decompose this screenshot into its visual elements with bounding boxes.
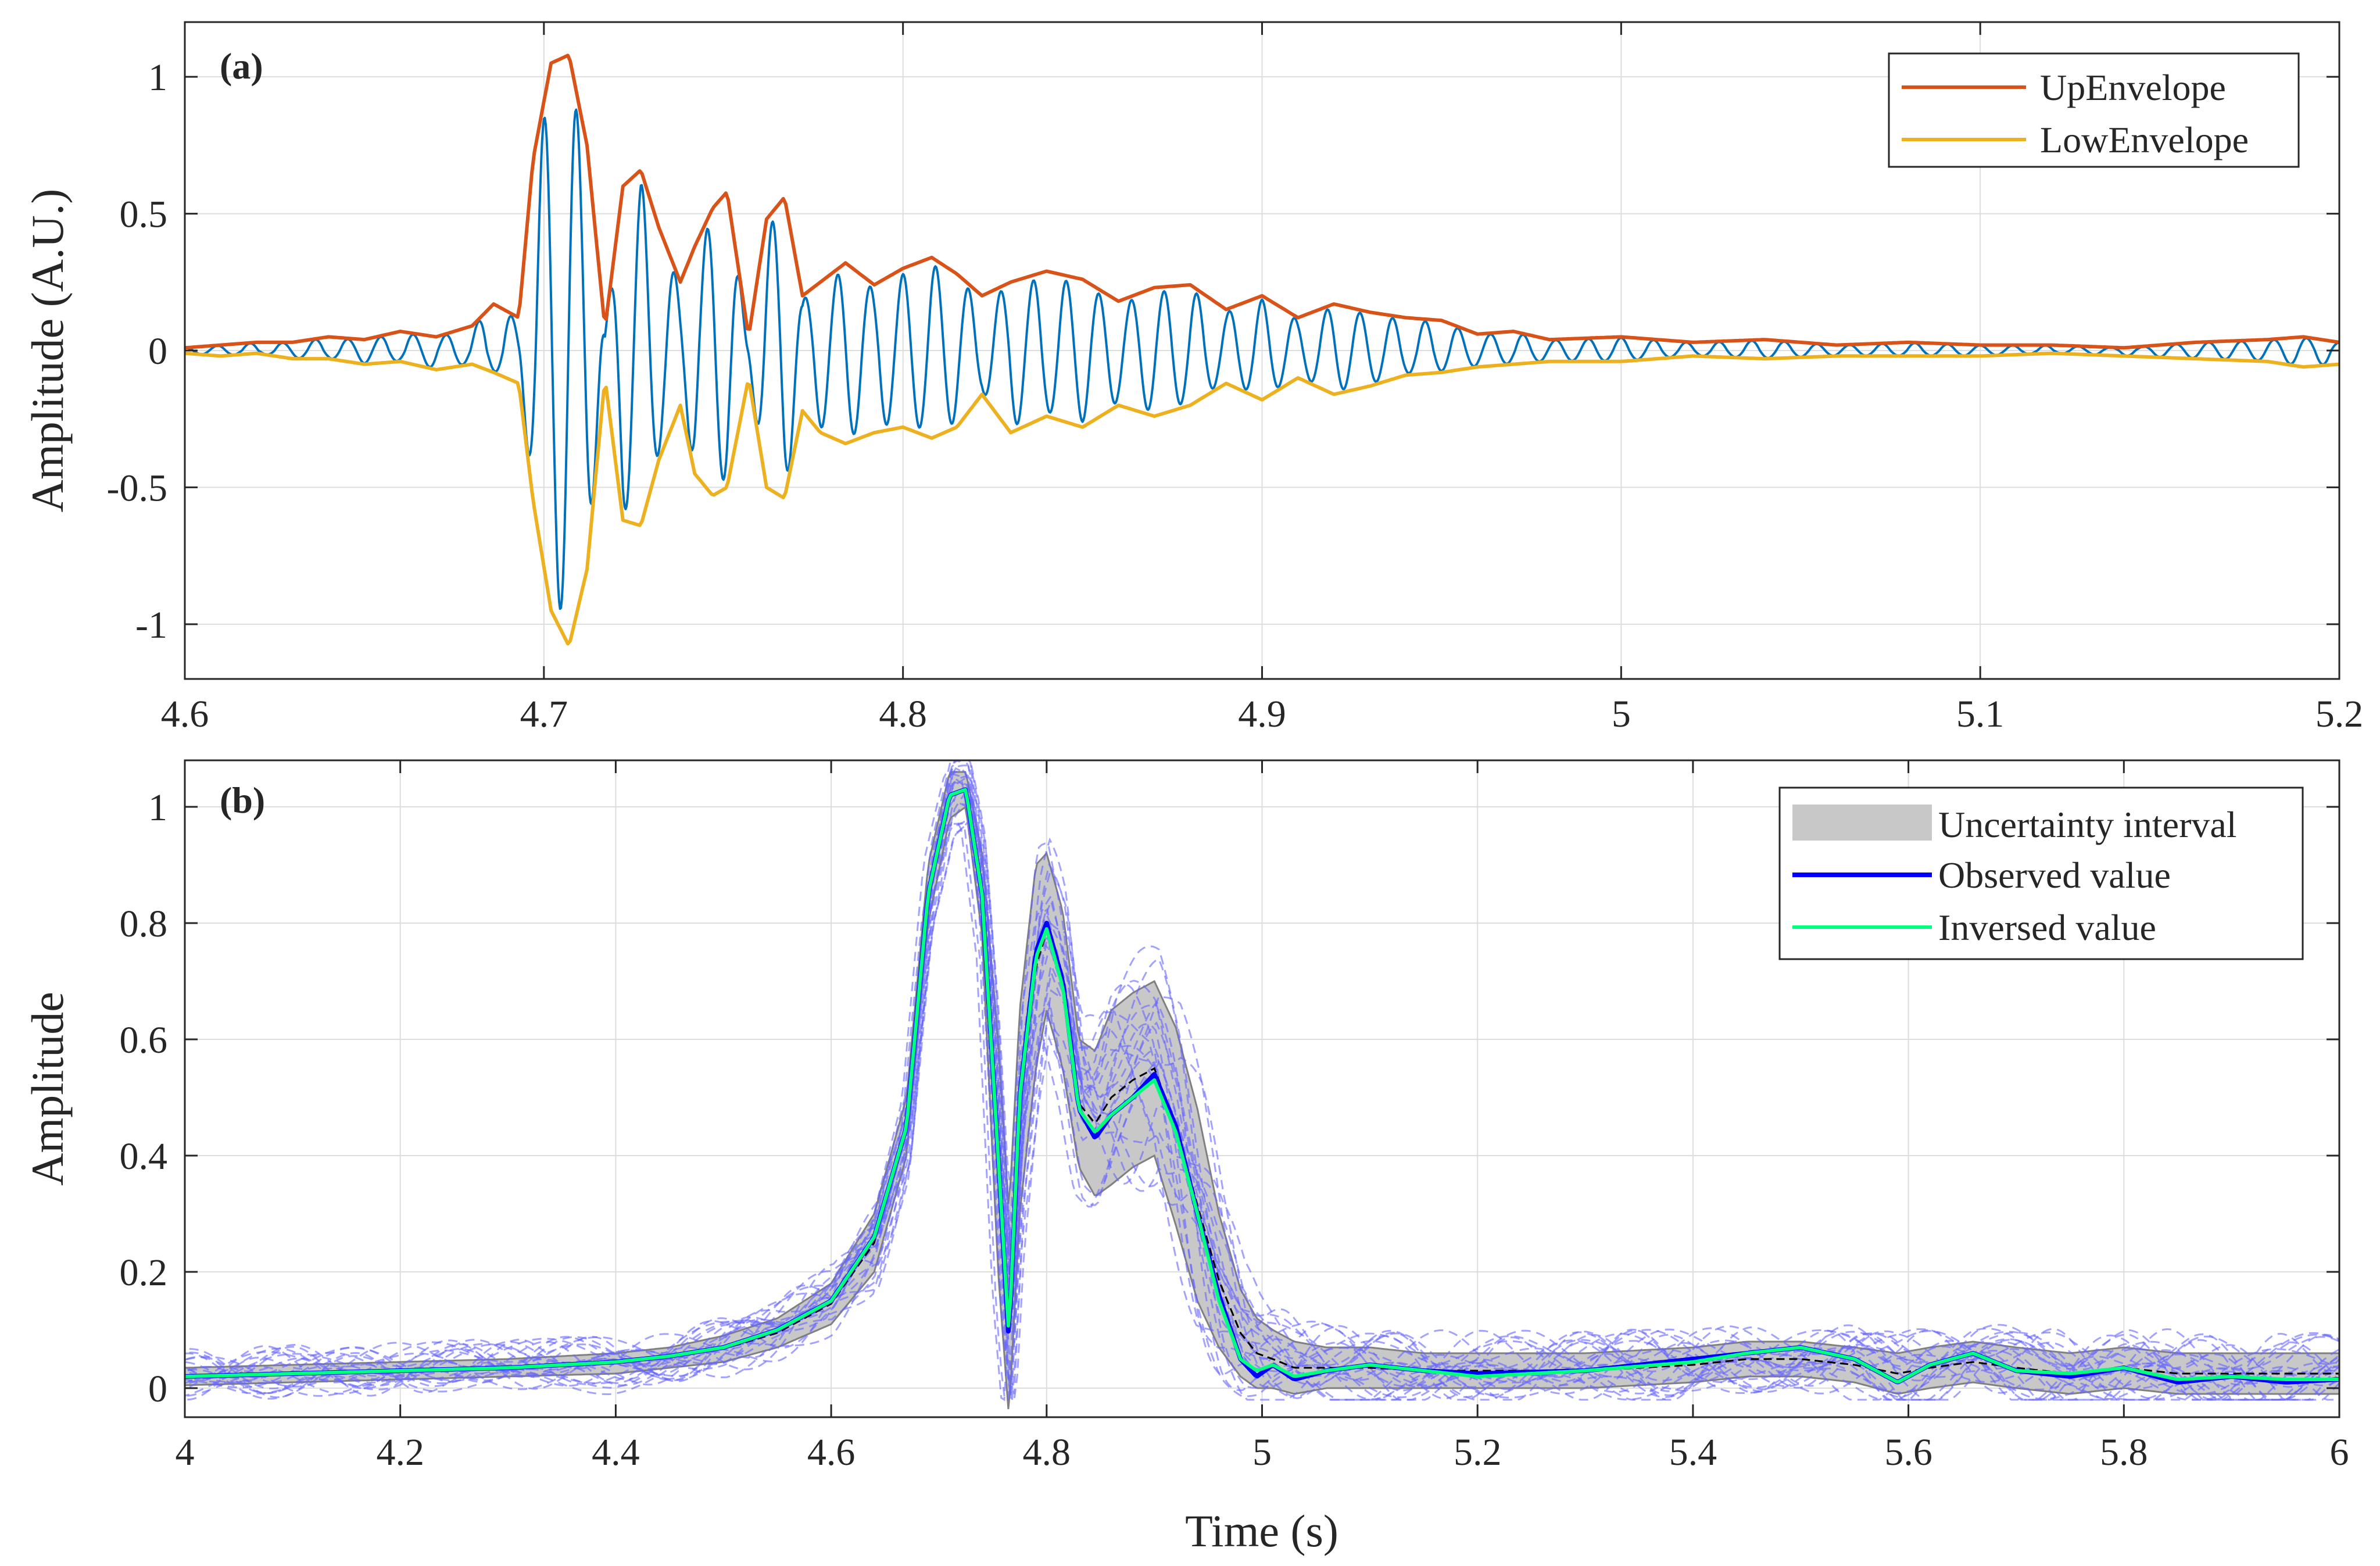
panel-b-y-tick-label: 1: [148, 786, 167, 829]
panel-b-x-tick-label: 4.4: [592, 1431, 640, 1474]
panel-a-ticks: 4.6 4.7 4.8 4.9 5 5.1 5.2 1 0.5 0 -0.5 -1: [107, 22, 2364, 735]
panel-b-x-tick-label: 5.4: [1669, 1431, 1717, 1474]
panel-a-y-tick-label: 0.5: [120, 194, 168, 236]
panel-b-x-tick-label: 5.2: [1454, 1431, 1502, 1474]
panel-a-grid: [184, 22, 2340, 679]
panel-a-y-axis-label: Amplitude (A.U.): [22, 189, 73, 513]
panel-a-legend: UpEnvelope LowEnvelope: [1888, 52, 2300, 168]
legend-upenvelope-label: UpEnvelope: [2040, 67, 2226, 108]
panel-a-x-tick-label: 5: [1612, 693, 1631, 735]
sample-realization-line: [185, 803, 2339, 1401]
sample-realization-line: [186, 820, 2339, 1401]
panel-a-y-tick-label: 0: [148, 330, 167, 373]
panel-a-x-tick-label: 4.9: [1238, 693, 1286, 735]
panel-b: 4 4.2 4.4 4.6 4.8 5 5.2 5.4 5.6 5.8 6 0 0.2 0.4 0.6 0.8…: [22, 759, 2349, 1556]
legend-inversed-label: Inversed value: [1938, 907, 2156, 948]
sample-realization-line: [185, 823, 2335, 1401]
panel-b-legend: Uncertainty interval Observed value Inve…: [1778, 786, 2304, 960]
panel-b-x-tick-label: 6: [2330, 1431, 2349, 1474]
panel-a-x-tick-label: 4.7: [520, 693, 568, 735]
sample-realization-line: [189, 821, 2339, 1401]
panel-a-low-envelope-line: [185, 351, 2339, 646]
panel-a-legend-box: [1888, 52, 2300, 168]
legend-lowenvelope-label: LowEnvelope: [2040, 119, 2249, 160]
panel-b-x-tick-label: 4.6: [807, 1431, 856, 1474]
panel-a-x-tick-label: 4.8: [879, 693, 927, 735]
sample-realization-line: [185, 789, 2339, 1401]
panel-a-x-tick-label: 5.1: [1956, 693, 2005, 735]
panel-b-y-tick-label: 0.6: [120, 1019, 168, 1061]
panel-b-x-tick-label: 5.8: [2100, 1431, 2148, 1474]
panel-b-y-tick-label: 0: [148, 1368, 167, 1410]
panel-b-x-tick-label: 5: [1252, 1431, 1272, 1474]
legend-uncertainty-label: Uncertainty interval: [1938, 804, 2237, 845]
panel-b-x-tick-label: 4: [176, 1431, 195, 1474]
panel-b-y-tick-label: 0.8: [120, 903, 168, 945]
sample-realization-line: [188, 760, 2339, 1401]
panel-b-x-axis-label: Time (s): [1185, 1506, 1338, 1556]
sample-realization-line: [185, 760, 2339, 1401]
panel-b-ticks: 4 4.2 4.4 4.6 4.8 5 5.2 5.4 5.6 5.8 6 0 0.2 0.4 0.6 0.8…: [120, 760, 2349, 1474]
sample-realization-line: [188, 789, 2339, 1401]
sample-realization-line: [189, 764, 2339, 1401]
sample-realization-line: [189, 787, 2339, 1401]
panel-a-y-tick-label: -0.5: [107, 467, 167, 509]
sample-realization-line: [189, 820, 2339, 1401]
legend-uncertainty-swatch: [1792, 805, 1932, 841]
panel-b-y-tick-label: 0.4: [120, 1135, 168, 1178]
panel-a-x-tick-label: 4.6: [161, 693, 209, 735]
panel-b-y-axis-label: Amplitude: [22, 992, 73, 1186]
panel-a-y-tick-label: -1: [135, 604, 167, 646]
panel-a-label: (a): [220, 45, 263, 87]
panel-a-y-tick-label: 1: [148, 56, 167, 99]
panel-a-up-envelope-line: [185, 53, 2339, 350]
panel-a-x-tick-label: 5.2: [2315, 693, 2364, 735]
inversed-value-line: [185, 788, 2339, 1383]
sample-realization-line: [187, 781, 2339, 1401]
legend-observed-label: Observed value: [1938, 854, 2171, 896]
sample-realization-line: [185, 822, 2338, 1401]
panel-b-x-tick-label: 4.8: [1023, 1431, 1071, 1474]
panel-b-x-tick-label: 5.6: [1884, 1431, 1932, 1474]
sample-realization-line: [189, 777, 2339, 1401]
panel-b-x-tick-label: 4.2: [376, 1431, 424, 1474]
panel-a: 4.6 4.7 4.8 4.9 5 5.1 5.2 1 0.5 0 -0.5 -1 (a) Ampli…: [22, 21, 2364, 735]
panel-b-y-tick-label: 0.2: [120, 1252, 168, 1294]
panel-b-label: (b): [220, 780, 265, 821]
sample-realization-line: [186, 760, 2339, 1401]
